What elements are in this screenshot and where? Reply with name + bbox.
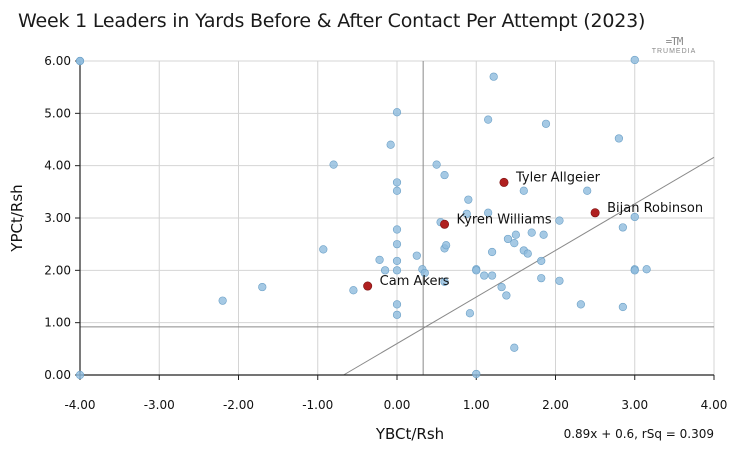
y-tick-label: 4.00 [44,159,71,173]
data-point [537,256,546,266]
y-tick-label: 5.00 [44,106,71,120]
brand-name: TRUMEDIA [651,48,697,55]
player-label: Kyren Williams [457,212,552,227]
highlighted-point [590,208,600,218]
brand-logo: =TM TRUMEDIA [644,36,704,56]
data-point [392,225,402,234]
data-points [75,55,651,380]
player-label: Tyler Allgeier [515,170,601,185]
y-tick-label: 2.00 [44,263,71,277]
data-point [258,282,267,292]
data-point [375,255,384,264]
data-point [218,296,227,305]
x-tick-label: -2.00 [223,398,254,412]
data-point [539,230,548,239]
data-point [392,186,402,195]
x-tick-label: -1.00 [302,398,333,412]
data-point [510,239,519,248]
data-point [484,208,493,217]
data-point [618,302,627,312]
reference-lines [80,61,715,376]
data-point [472,369,481,379]
highlighted-points: Tyler Allgeier Bijan Robinson Kyren Willia… [363,170,703,291]
data-point [480,271,489,280]
data-point [555,216,564,225]
data-point [392,310,402,319]
data-point [489,72,498,81]
data-point [412,251,421,260]
player-label: Cam Akers [380,274,450,289]
data-point [392,178,402,187]
data-point [642,265,651,274]
data-point [392,256,402,266]
data-point [630,266,639,275]
data-point [555,276,564,285]
x-tick-label: 1.00 [463,398,490,412]
x-axis-label: YBCt/Rsh [375,425,444,443]
data-point [392,108,402,117]
data-point [510,343,519,352]
data-point [488,271,497,280]
data-point [329,160,338,169]
data-point [519,186,528,195]
trumedia-logo-icon: =TM [665,35,684,48]
axes: -4.00 -3.00 -2.00 -1.00 0.00 1.00 2.00 3.00 4.00… [44,54,727,412]
data-point [488,247,497,257]
data-point [432,160,441,169]
data-point [583,186,592,195]
data-point [75,370,85,380]
x-tick-label: 0.00 [384,398,411,412]
data-point [618,223,627,232]
data-point [420,268,429,278]
data-point [472,266,481,275]
data-point [381,266,390,275]
data-point [464,195,473,204]
grid-lines [80,60,715,375]
highlighted-point [440,219,450,229]
data-point [511,230,520,239]
y-tick-label: 1.00 [44,316,71,330]
data-point [497,282,506,292]
y-tick-label: 0.00 [44,368,71,382]
x-tick-label: 4.00 [701,398,728,412]
y-axis-label: YPCt/Rsh [8,184,26,252]
data-point [630,212,639,222]
data-point [392,240,402,249]
x-tick-label: 3.00 [621,398,648,412]
data-point [527,228,536,237]
data-point [630,55,639,65]
data-point [502,291,511,300]
player-label: Bijan Robinson [607,201,703,216]
data-point [440,277,449,286]
data-point [614,134,624,143]
data-point [465,309,475,318]
data-point [503,234,513,244]
x-tick-label: -4.00 [64,398,95,412]
y-tick-label: 3.00 [44,211,71,225]
data-point [462,209,471,218]
highlighted-point [499,177,509,187]
data-point [537,274,546,283]
data-point [392,266,402,275]
data-point [523,249,532,258]
data-point [392,300,402,309]
x-tick-label: -3.00 [144,398,175,412]
data-point [576,300,585,309]
data-point [442,241,451,250]
trendline [343,156,715,376]
trendline-formula: 0.89x + 0.6, rSq = 0.309 [564,427,714,441]
y-tick-label: 6.00 [44,54,71,68]
data-point [386,140,395,149]
data-point [484,115,493,124]
data-point [541,119,551,128]
data-point [440,170,449,180]
data-point [349,286,358,295]
data-point [75,56,85,66]
chart-title: Week 1 Leaders in Yards Before & After C… [18,10,646,32]
data-point [319,245,328,254]
highlighted-point [363,281,373,291]
x-tick-label: 2.00 [542,398,569,412]
